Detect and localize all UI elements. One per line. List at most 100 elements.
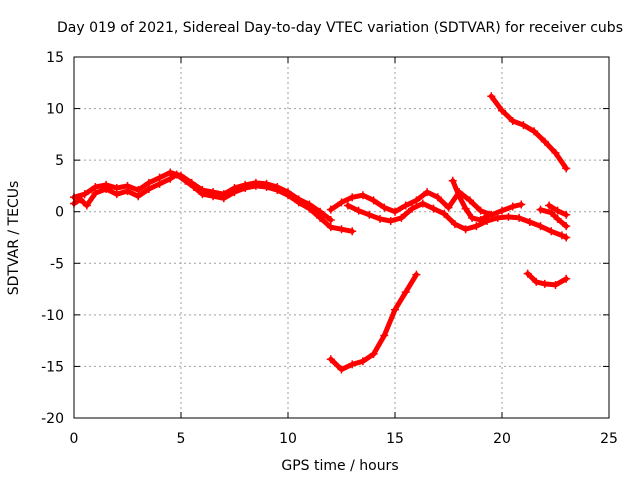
data-point: [365, 210, 374, 219]
data-point: [547, 208, 556, 217]
data-point: [519, 121, 528, 130]
data-point: [369, 350, 378, 359]
data-point: [294, 195, 303, 204]
data-point: [284, 188, 292, 197]
grid: [74, 57, 609, 418]
data-point: [444, 203, 453, 212]
data-point: [358, 191, 367, 200]
data-point: [343, 201, 352, 210]
data-point: [487, 92, 496, 101]
data-point: [358, 357, 367, 366]
data-point: [348, 227, 357, 236]
data-point: [369, 196, 378, 205]
data-point: [547, 227, 556, 236]
data-point: [461, 225, 470, 234]
data-point: [348, 193, 357, 202]
data-point: [391, 305, 399, 314]
data-point: [316, 207, 325, 216]
data-point: [523, 269, 532, 278]
data-point: [401, 201, 410, 210]
x-axis-label: GPS time / hours: [281, 458, 398, 474]
x-tick-label: 5: [177, 431, 186, 447]
data-point: [348, 360, 357, 369]
data-point: [262, 179, 271, 188]
data-point: [461, 204, 470, 213]
data-point: [476, 206, 485, 215]
data-point: [273, 182, 282, 191]
data-point: [448, 176, 457, 185]
y-tick-label: 15: [46, 50, 64, 66]
data-point: [540, 279, 549, 288]
data-point: [376, 214, 385, 223]
data-point: [545, 201, 554, 210]
x-tick-label: 0: [70, 431, 79, 447]
data-point: [498, 106, 506, 115]
data-point: [530, 127, 539, 136]
data-point: [123, 181, 132, 190]
data-point: [155, 173, 164, 182]
data-point: [144, 178, 153, 187]
data-point: [251, 178, 260, 187]
data-point: [82, 201, 91, 210]
data-point: [504, 212, 513, 221]
data-point: [102, 180, 111, 189]
data-point: [326, 215, 335, 224]
data-point: [230, 183, 239, 192]
data-point: [493, 213, 502, 222]
data-point: [476, 215, 485, 224]
y-tick-label: 0: [55, 205, 64, 221]
data-point: [209, 188, 218, 197]
series-track-mid-c: [450, 178, 492, 223]
chart-title: Day 019 of 2021, Sidereal Day-to-day VTE…: [57, 20, 623, 36]
series-track-high: [488, 93, 569, 171]
y-tick-label: 5: [55, 153, 64, 169]
data-point: [562, 164, 571, 173]
data-point: [455, 192, 464, 201]
data-point: [337, 225, 346, 234]
data-point: [187, 178, 196, 187]
data-point: [219, 190, 228, 199]
data-point: [536, 222, 545, 231]
data-point: [391, 207, 399, 216]
data-point: [412, 270, 421, 279]
data-point: [380, 331, 389, 340]
data-point: [198, 186, 207, 195]
data-point: [429, 204, 438, 213]
data-point: [91, 182, 100, 191]
data-point: [536, 205, 545, 214]
data-point: [354, 206, 363, 215]
data-point: [337, 365, 346, 374]
series-track-mid-b: [345, 201, 569, 240]
x-tick-label: 25: [600, 431, 618, 447]
data-point: [134, 186, 143, 195]
y-tick-label: -5: [50, 256, 64, 272]
data-point: [112, 183, 121, 192]
data-point: [515, 213, 524, 222]
data-point: [433, 193, 442, 202]
series-track-short-right: [538, 207, 569, 229]
plot-frame: [73, 56, 610, 419]
data-point: [450, 220, 459, 229]
data-point: [562, 210, 571, 219]
y-tick-label: 10: [46, 102, 64, 118]
y-axis-label: SDTVAR / TECUs: [6, 181, 22, 296]
data-point: [498, 206, 506, 215]
data-point: [508, 116, 517, 125]
ticks: 0 5 10 15 20 25 -20 -15 -10 -5 0 5 10 15: [41, 50, 618, 447]
data-point: [551, 280, 560, 289]
data-point: [386, 216, 395, 225]
y-tick-label: -15: [41, 359, 64, 375]
data-point: [326, 223, 335, 232]
data-point: [326, 355, 335, 364]
y-tick-label: -10: [41, 308, 64, 324]
data-point: [557, 231, 566, 240]
data-point: [468, 213, 477, 222]
data-point: [423, 188, 432, 197]
data-point: [305, 200, 314, 209]
data-point: [337, 198, 346, 207]
data-point: [380, 203, 389, 212]
data-point: [408, 204, 417, 213]
data-point: [241, 180, 250, 189]
